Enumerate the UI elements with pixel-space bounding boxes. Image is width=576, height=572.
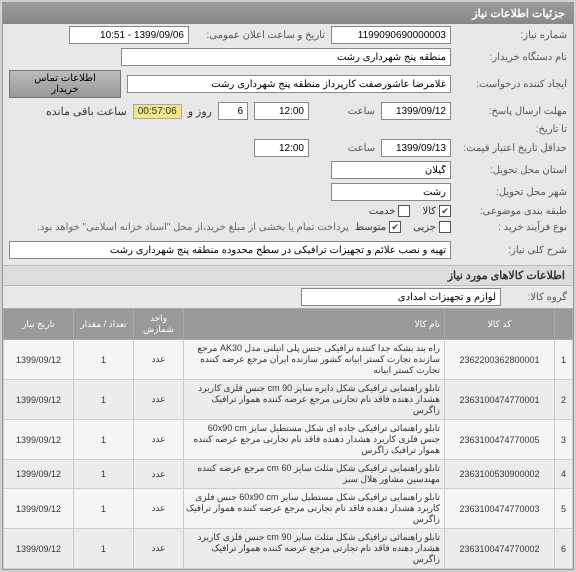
need-number-input[interactable] bbox=[331, 26, 451, 44]
cell-index: 6 bbox=[555, 529, 573, 569]
col-unit: واحد شمارش bbox=[134, 309, 184, 340]
need-number-label: شماره نیاز: bbox=[457, 30, 567, 41]
cell-unit: عدد bbox=[134, 489, 184, 529]
cell-unit: عدد bbox=[134, 380, 184, 420]
province-label: استان محل تحویل: bbox=[457, 165, 567, 176]
days-left-input[interactable] bbox=[218, 102, 248, 120]
public-date-label: تاریخ و ساعت اعلان عمومی: bbox=[195, 30, 325, 41]
cell-name: تابلو راهنمایی ترافیکی شکل مستطیل سایز 6… bbox=[184, 489, 445, 529]
items-table: کد کالا نام کالا واحد شمارش تعداد / مقدا… bbox=[3, 308, 573, 569]
cell-date: 1399/09/12 bbox=[4, 460, 74, 489]
service-checkbox-label[interactable]: خدمت bbox=[369, 205, 411, 217]
goods-checkbox-label[interactable]: کالا bbox=[422, 205, 451, 217]
group-label: گروه کالا: bbox=[507, 292, 567, 303]
cell-name: تابلو راهنمائی ترافیکی جاده ای شکل مستطی… bbox=[184, 420, 445, 460]
cell-index: 5 bbox=[555, 489, 573, 529]
countdown-timer: 00:57:06 bbox=[133, 104, 182, 119]
cell-code: 2363100474770003 bbox=[445, 489, 555, 529]
fromto-label: تا تاریخ: bbox=[457, 124, 567, 135]
description-label: شرح کلی نیاز: bbox=[457, 245, 567, 256]
table-row[interactable]: 12362200362800001راه بند بشکه جدا کننده … bbox=[4, 340, 573, 380]
cell-code: 2363100474770002 bbox=[445, 529, 555, 569]
cell-index: 4 bbox=[555, 460, 573, 489]
creator-input[interactable] bbox=[127, 75, 451, 93]
checkbox-icon bbox=[389, 221, 401, 233]
checkbox-icon bbox=[398, 205, 410, 217]
buyer-input[interactable] bbox=[121, 48, 451, 66]
remaining-label: ساعت باقی مانده bbox=[46, 105, 127, 118]
time-label-2: ساعت bbox=[315, 143, 375, 154]
cell-code: 2363100474770001 bbox=[445, 380, 555, 420]
table-row[interactable]: 32363100474770005تابلو راهنمائی ترافیکی … bbox=[4, 420, 573, 460]
city-label: شهر محل تحویل: bbox=[457, 187, 567, 198]
credit-date-input[interactable] bbox=[381, 139, 451, 157]
process-label: نوع فرآیند خرید : bbox=[457, 222, 567, 233]
cell-date: 1399/09/12 bbox=[4, 420, 74, 460]
cell-qty: 1 bbox=[74, 420, 134, 460]
col-qty: تعداد / مقدار bbox=[74, 309, 134, 340]
process-note: پرداخت تمام یا بخشی از مبلغ خرید،از محل … bbox=[37, 222, 349, 233]
cell-qty: 1 bbox=[74, 340, 134, 380]
cell-name: تابلو راهنمایی ترافیکی شکل دایره سایز 90… bbox=[184, 380, 445, 420]
need-details-panel: جزئیات اطلاعات نیاز شماره نیاز: تاریخ و … bbox=[2, 2, 574, 570]
group-input[interactable] bbox=[301, 288, 501, 306]
cell-unit: عدد bbox=[134, 460, 184, 489]
cell-date: 1399/09/12 bbox=[4, 340, 74, 380]
cell-unit: عدد bbox=[134, 420, 184, 460]
checkbox-icon bbox=[439, 205, 451, 217]
medium-checkbox-label[interactable]: متوسط bbox=[355, 221, 401, 233]
contact-buyer-button[interactable]: اطلاعات تماس خریدار bbox=[9, 70, 121, 98]
table-row[interactable]: 42363100530900002تابلو راهنمایی ترافیکی … bbox=[4, 460, 573, 489]
cell-index: 1 bbox=[555, 340, 573, 380]
cell-code: 2362200362800001 bbox=[445, 340, 555, 380]
credit-label: حداقل تاریخ اعتبار قیمت: bbox=[457, 143, 567, 154]
col-index bbox=[555, 309, 573, 340]
days-label: روز و bbox=[188, 105, 212, 118]
cell-unit: عدد bbox=[134, 529, 184, 569]
cell-name: تابلو راهنمایی ترافیکی شکل مثلث سایز 60 … bbox=[184, 460, 445, 489]
cell-qty: 1 bbox=[74, 529, 134, 569]
time-label-1: ساعت bbox=[315, 106, 375, 117]
checkbox-icon bbox=[439, 221, 451, 233]
deadline-label: مهلت ارسال پاسخ: bbox=[457, 106, 567, 117]
creator-label: ایجاد کننده درخواست: bbox=[457, 79, 567, 90]
category-group: کالا خدمت bbox=[369, 205, 451, 217]
cell-qty: 1 bbox=[74, 489, 134, 529]
small-checkbox-label[interactable]: جزیی bbox=[413, 221, 451, 233]
cell-code: 2363100474770005 bbox=[445, 420, 555, 460]
col-date: تاریخ نیاز bbox=[4, 309, 74, 340]
deadline-date-input[interactable] bbox=[381, 102, 451, 120]
table-row[interactable]: 62363100474770002تابلو راهنمائی ترافیکی … bbox=[4, 529, 573, 569]
public-date-input[interactable] bbox=[69, 26, 189, 44]
cell-name: تابلو راهنمائی ترافیکی شکل مثلث سایز 90 … bbox=[184, 529, 445, 569]
cell-qty: 1 bbox=[74, 460, 134, 489]
province-input[interactable] bbox=[331, 161, 451, 179]
city-input[interactable] bbox=[331, 183, 451, 201]
credit-time-input[interactable] bbox=[254, 139, 309, 157]
col-name: نام کالا bbox=[184, 309, 445, 340]
process-group: جزیی متوسط bbox=[355, 221, 451, 233]
table-row[interactable]: 52363100474770003تابلو راهنمایی ترافیکی … bbox=[4, 489, 573, 529]
cell-name: راه بند بشکه جدا کننده ترافیکی جنس پلی ا… bbox=[184, 340, 445, 380]
cell-index: 3 bbox=[555, 420, 573, 460]
table-row[interactable]: 22363100474770001تابلو راهنمایی ترافیکی … bbox=[4, 380, 573, 420]
cell-unit: عدد bbox=[134, 340, 184, 380]
cell-date: 1399/09/12 bbox=[4, 489, 74, 529]
table-header-row: کد کالا نام کالا واحد شمارش تعداد / مقدا… bbox=[4, 309, 573, 340]
cell-qty: 1 bbox=[74, 380, 134, 420]
cell-index: 2 bbox=[555, 380, 573, 420]
description-input[interactable] bbox=[9, 241, 451, 259]
cell-date: 1399/09/12 bbox=[4, 529, 74, 569]
cell-code: 2363100530900002 bbox=[445, 460, 555, 489]
panel-header: جزئیات اطلاعات نیاز bbox=[3, 3, 573, 24]
cell-date: 1399/09/12 bbox=[4, 380, 74, 420]
items-subheader: اطلاعات کالاهای مورد نیاز bbox=[3, 265, 573, 286]
category-label: طبقه بندی موضوعی: bbox=[457, 206, 567, 217]
buyer-label: نام دستگاه خریدار: bbox=[457, 52, 567, 63]
col-code: کد کالا bbox=[445, 309, 555, 340]
deadline-time-input[interactable] bbox=[254, 102, 309, 120]
